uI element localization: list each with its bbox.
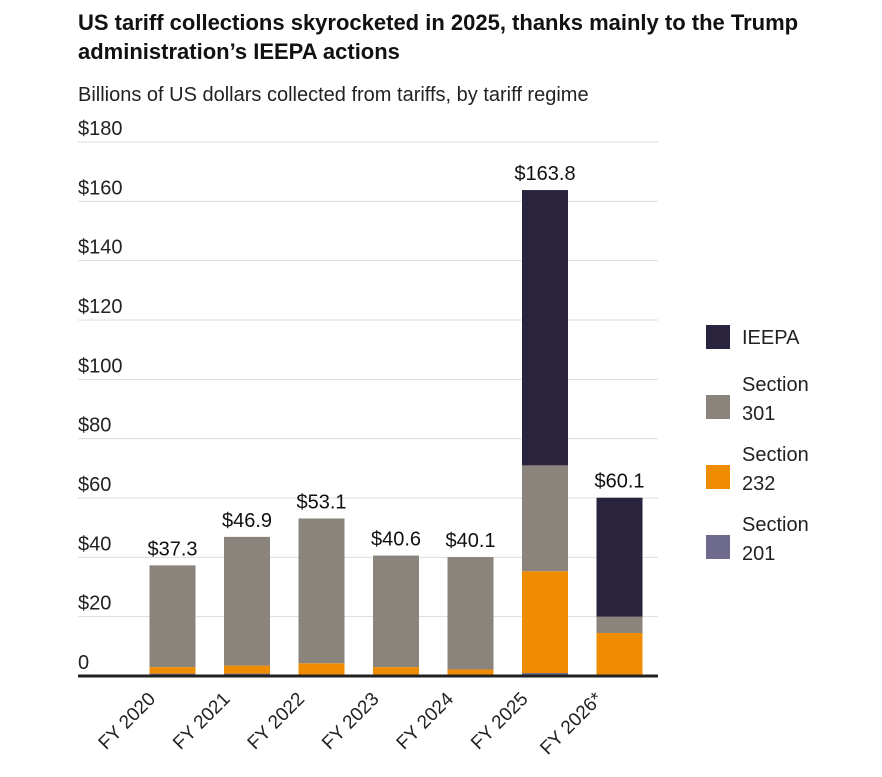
- bar-segment: [298, 518, 345, 664]
- x-tick-label: FY 2026*: [536, 688, 607, 759]
- bar-total-label: $37.3: [147, 538, 197, 560]
- bar-segment: [596, 632, 643, 676]
- x-tick-label: FY 2021: [169, 689, 234, 754]
- legend-label-line: Section: [742, 444, 809, 466]
- y-tick-label: 0: [78, 652, 89, 674]
- y-tick-label: $60: [78, 474, 111, 496]
- bar-segment: [149, 667, 196, 674]
- legend-label-line: Section: [742, 374, 809, 396]
- y-tick-label: $40: [78, 533, 111, 555]
- y-tick-label: $140: [78, 237, 123, 259]
- legend-label: IEEPA: [742, 327, 800, 349]
- bars: [149, 190, 643, 676]
- y-tick-label: $180: [78, 118, 123, 140]
- y-tick-label: $80: [78, 415, 111, 437]
- total-labels: $37.3 $46.9 $53.1 $40.6 $40.1 $163.8 $60.1: [147, 163, 644, 560]
- legend-swatch: [706, 535, 730, 559]
- legend-label-line: Section: [742, 514, 809, 536]
- y-tick-label: $20: [78, 593, 111, 615]
- chart-subtitle: Billions of US dollars collected from ta…: [78, 84, 589, 106]
- x-tick-label: FY 2023: [318, 689, 383, 754]
- legend-swatch: [706, 395, 730, 419]
- bar-segment: [596, 616, 643, 633]
- bar-segment: [596, 497, 643, 617]
- bar-total-label: $40.6: [371, 529, 421, 551]
- y-axis-ticks: 0 $20 $40 $60 $80 $100 $120 $140 $160 $180: [78, 118, 123, 674]
- legend-label: Section 232: [742, 444, 809, 495]
- y-tick-label: $160: [78, 177, 123, 199]
- bar-segment: [447, 557, 494, 670]
- bar-segment: [522, 571, 568, 674]
- bar-segment: [447, 669, 494, 676]
- chart-title: US tariff collections skyrocketed in 202…: [78, 10, 799, 64]
- bar-segment: [522, 465, 568, 572]
- bar-segment: [224, 665, 270, 674]
- bar-segment: [522, 190, 568, 466]
- legend-swatch: [706, 325, 730, 349]
- bar-segment: [149, 565, 196, 668]
- legend: IEEPA Section 301 Section 232 Section 201: [706, 325, 809, 565]
- bar-total-label: $163.8: [514, 163, 575, 185]
- x-tick-label: FY 2025: [467, 689, 532, 754]
- legend-swatch: [706, 465, 730, 489]
- bar-total-label: $53.1: [296, 491, 346, 513]
- legend-label: Section 301: [742, 374, 809, 425]
- x-tick-label: FY 2020: [95, 689, 160, 754]
- y-tick-label: $120: [78, 296, 123, 318]
- bar-total-label: $46.9: [222, 510, 272, 532]
- bar-total-label: $40.1: [445, 530, 495, 552]
- bar-segment: [373, 555, 419, 668]
- x-tick-label: FY 2024: [393, 688, 459, 754]
- bar-segment: [298, 663, 345, 675]
- x-tick-label: FY 2022: [244, 689, 309, 754]
- y-tick-label: $100: [78, 355, 123, 377]
- bar-segment: [373, 667, 419, 676]
- x-axis-labels: FY 2020 FY 2021 FY 2022 FY 2023 FY 2024 FY 20…: [95, 688, 608, 759]
- bar-segment: [224, 536, 270, 666]
- legend-label: Section 201: [742, 514, 809, 565]
- legend-label-line: 232: [742, 473, 775, 495]
- legend-label-line: 201: [742, 543, 775, 565]
- legend-label-line: 301: [742, 403, 775, 425]
- bar-total-label: $60.1: [594, 471, 644, 493]
